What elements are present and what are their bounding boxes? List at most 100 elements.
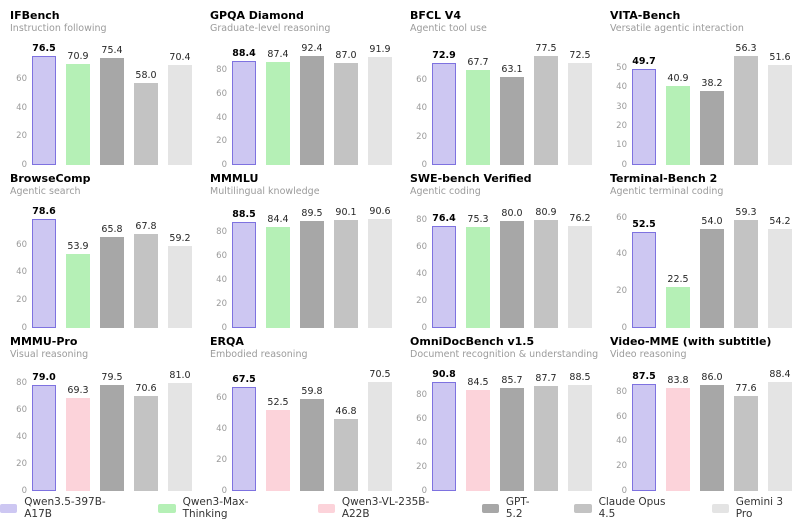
y-tick-label: 20 [616,460,627,471]
bar-value-label: 70.5 [369,369,391,381]
chart-subtitle: Agentic tool use [410,23,487,34]
bar-value-label: 58.0 [135,69,157,81]
bar-gemini-3-pro [368,57,392,165]
y-tick-label: 80 [416,389,427,400]
y-tick-label: 50 [616,63,627,74]
bar-gemini-3-pro [368,382,392,491]
chart-subtitle: Versatile agentic interaction [610,23,744,34]
bar-qwen3-vl-235b-a22b [466,389,490,491]
bar-value-label: 81.0 [169,369,191,381]
bar-qwen3-5-397b-a17b [32,56,56,165]
bar-value-label: 72.9 [432,49,456,61]
bar-value-label: 76.5 [32,43,56,55]
chart-subtitle: Agentic terminal coding [610,186,724,197]
bar-gpt-5-2 [300,220,324,328]
legend-swatch-qwen3-vl-icon [317,503,335,513]
bar-qwen3-max-thinking [266,62,290,165]
bar-value-label: 80.0 [501,207,523,219]
chart-plot: 0 20 40 60 76.5 70.9 75.4 58.0 70.4 [16,44,192,169]
bar-value-label: 90.6 [369,206,391,218]
chart-plot: 0 20 40 60 52.5 22.5 54.0 59.3 54.2 [616,207,792,332]
bar-value-label: 84.4 [267,213,289,225]
bar-qwen3-5-397b-a17b [432,225,456,328]
legend-label: Gemini 3 Pro [735,496,784,520]
y-tick-label: 40 [216,274,227,285]
chart-plot: 0 20 40 60 67.5 52.5 59.8 46.8 70.5 [216,370,392,495]
y-tick-label: 0 [621,485,627,496]
bar-gemini-3-pro [768,228,792,328]
legend-label: Qwen3-VL-235B-A22B [341,496,430,520]
legend-swatch-qwen3-max-icon [158,503,176,513]
bar-gpt-5-2 [700,229,724,328]
bar-value-label: 53.9 [67,240,89,252]
chart-title: Video-MME (with subtitle) [610,335,772,348]
bar-gemini-3-pro [168,382,192,491]
chart-terminal-bench-2: Terminal-Bench 2 Agentic terminal coding… [600,165,800,332]
y-tick-label: 0 [221,159,227,170]
y-tick-label: 40 [416,103,427,114]
y-tick-label: 0 [621,322,627,333]
y-tick-label: 40 [416,268,427,279]
y-tick-label: 80 [216,65,227,76]
bar-value-label: 69.3 [67,385,89,397]
legend-item-gemini-3-pro: Gemini 3 Pro [711,496,800,520]
y-tick-label: 60 [16,405,27,416]
chart-plot: 0 20 40 60 78.6 53.9 65.8 67.8 59.2 [16,207,192,332]
bar-claude-opus-4-5 [334,62,358,165]
y-tick-label: 60 [216,250,227,261]
bar-value-label: 90.1 [335,207,357,218]
chart-omnidocbench: OmniDocBench v1.5 Document recognition &… [400,328,600,495]
bar-gpt-5-2 [500,220,524,328]
bar-value-label: 52.5 [632,218,656,230]
bar-qwen3-5-397b-a17b [432,382,456,491]
bar-qwen3-5-397b-a17b [632,231,656,328]
bar-qwen3-5-397b-a17b [632,69,656,165]
chart-title: Terminal-Bench 2 [610,172,718,185]
bar-value-label: 56.3 [735,43,757,55]
y-tick-label: 0 [21,159,27,170]
y-tick-label: 60 [616,212,627,223]
legend-label: Qwen3.5-397B-A17B [24,496,106,520]
bar-value-label: 51.6 [769,52,791,64]
bar-qwen3-5-397b-a17b [232,221,256,328]
legend-item-claude-opus-4-5: Claude Opus 4.5 [574,496,681,520]
bar-value-label: 89.5 [301,207,323,219]
chart-plot: 0 20 40 60 72.9 67.7 63.1 77.5 72.5 [416,44,592,169]
bar-value-label: 54.2 [769,215,791,227]
y-tick-label: 0 [21,322,27,333]
chart-mmmlu: MMMLU Multilingual knowledge 0 20 40 60 80 88… [200,165,400,332]
y-tick-label: 0 [421,485,427,496]
bar-gpt-5-2 [500,76,524,165]
chart-plot: 0 20 40 60 80 88.5 84.4 89.5 90.1 90.6 [216,207,392,332]
bar-claude-opus-4-5 [534,219,558,328]
bar-qwen3-5-397b-a17b [232,387,256,491]
bar-claude-opus-4-5 [734,219,758,328]
chart-vita-bench: VITA-Bench Versatile agentic interaction… [600,2,800,169]
bar-claude-opus-4-5 [334,418,358,491]
chart-plot: 0 20 40 60 80 90.8 84.5 85.7 87.7 88.5 [416,370,592,495]
legend-swatch-gemini-icon [711,503,729,513]
bar-value-label: 59.8 [301,385,323,397]
bar-claude-opus-4-5 [134,396,158,491]
y-tick-label: 20 [416,295,427,306]
y-tick-label: 0 [621,159,627,170]
bar-gemini-3-pro [368,219,392,328]
bar-gemini-3-pro [768,65,792,165]
bar-qwen3-max-thinking [66,253,90,328]
y-tick-label: 80 [416,215,427,226]
chart-subtitle: Instruction following [10,23,107,34]
bar-gpt-5-2 [700,385,724,491]
y-tick-label: 40 [216,423,227,434]
bar-value-label: 76.4 [432,212,456,224]
legend-label: GPT-5.2 [505,496,530,520]
chart-title: GPQA Diamond [210,9,304,22]
y-tick-label: 0 [21,485,27,496]
bar-value-label: 79.5 [101,371,123,383]
chart-subtitle: Graduate-level reasoning [210,23,331,34]
chart-browsecomp: BrowseComp Agentic search 0 20 40 60 78.6 53.… [0,165,200,332]
chart-title: BFCL V4 [410,9,461,22]
bar-value-label: 49.7 [632,56,656,68]
bar-claude-opus-4-5 [534,56,558,165]
legend-label: Qwen3-Max-Thinking [182,496,249,520]
